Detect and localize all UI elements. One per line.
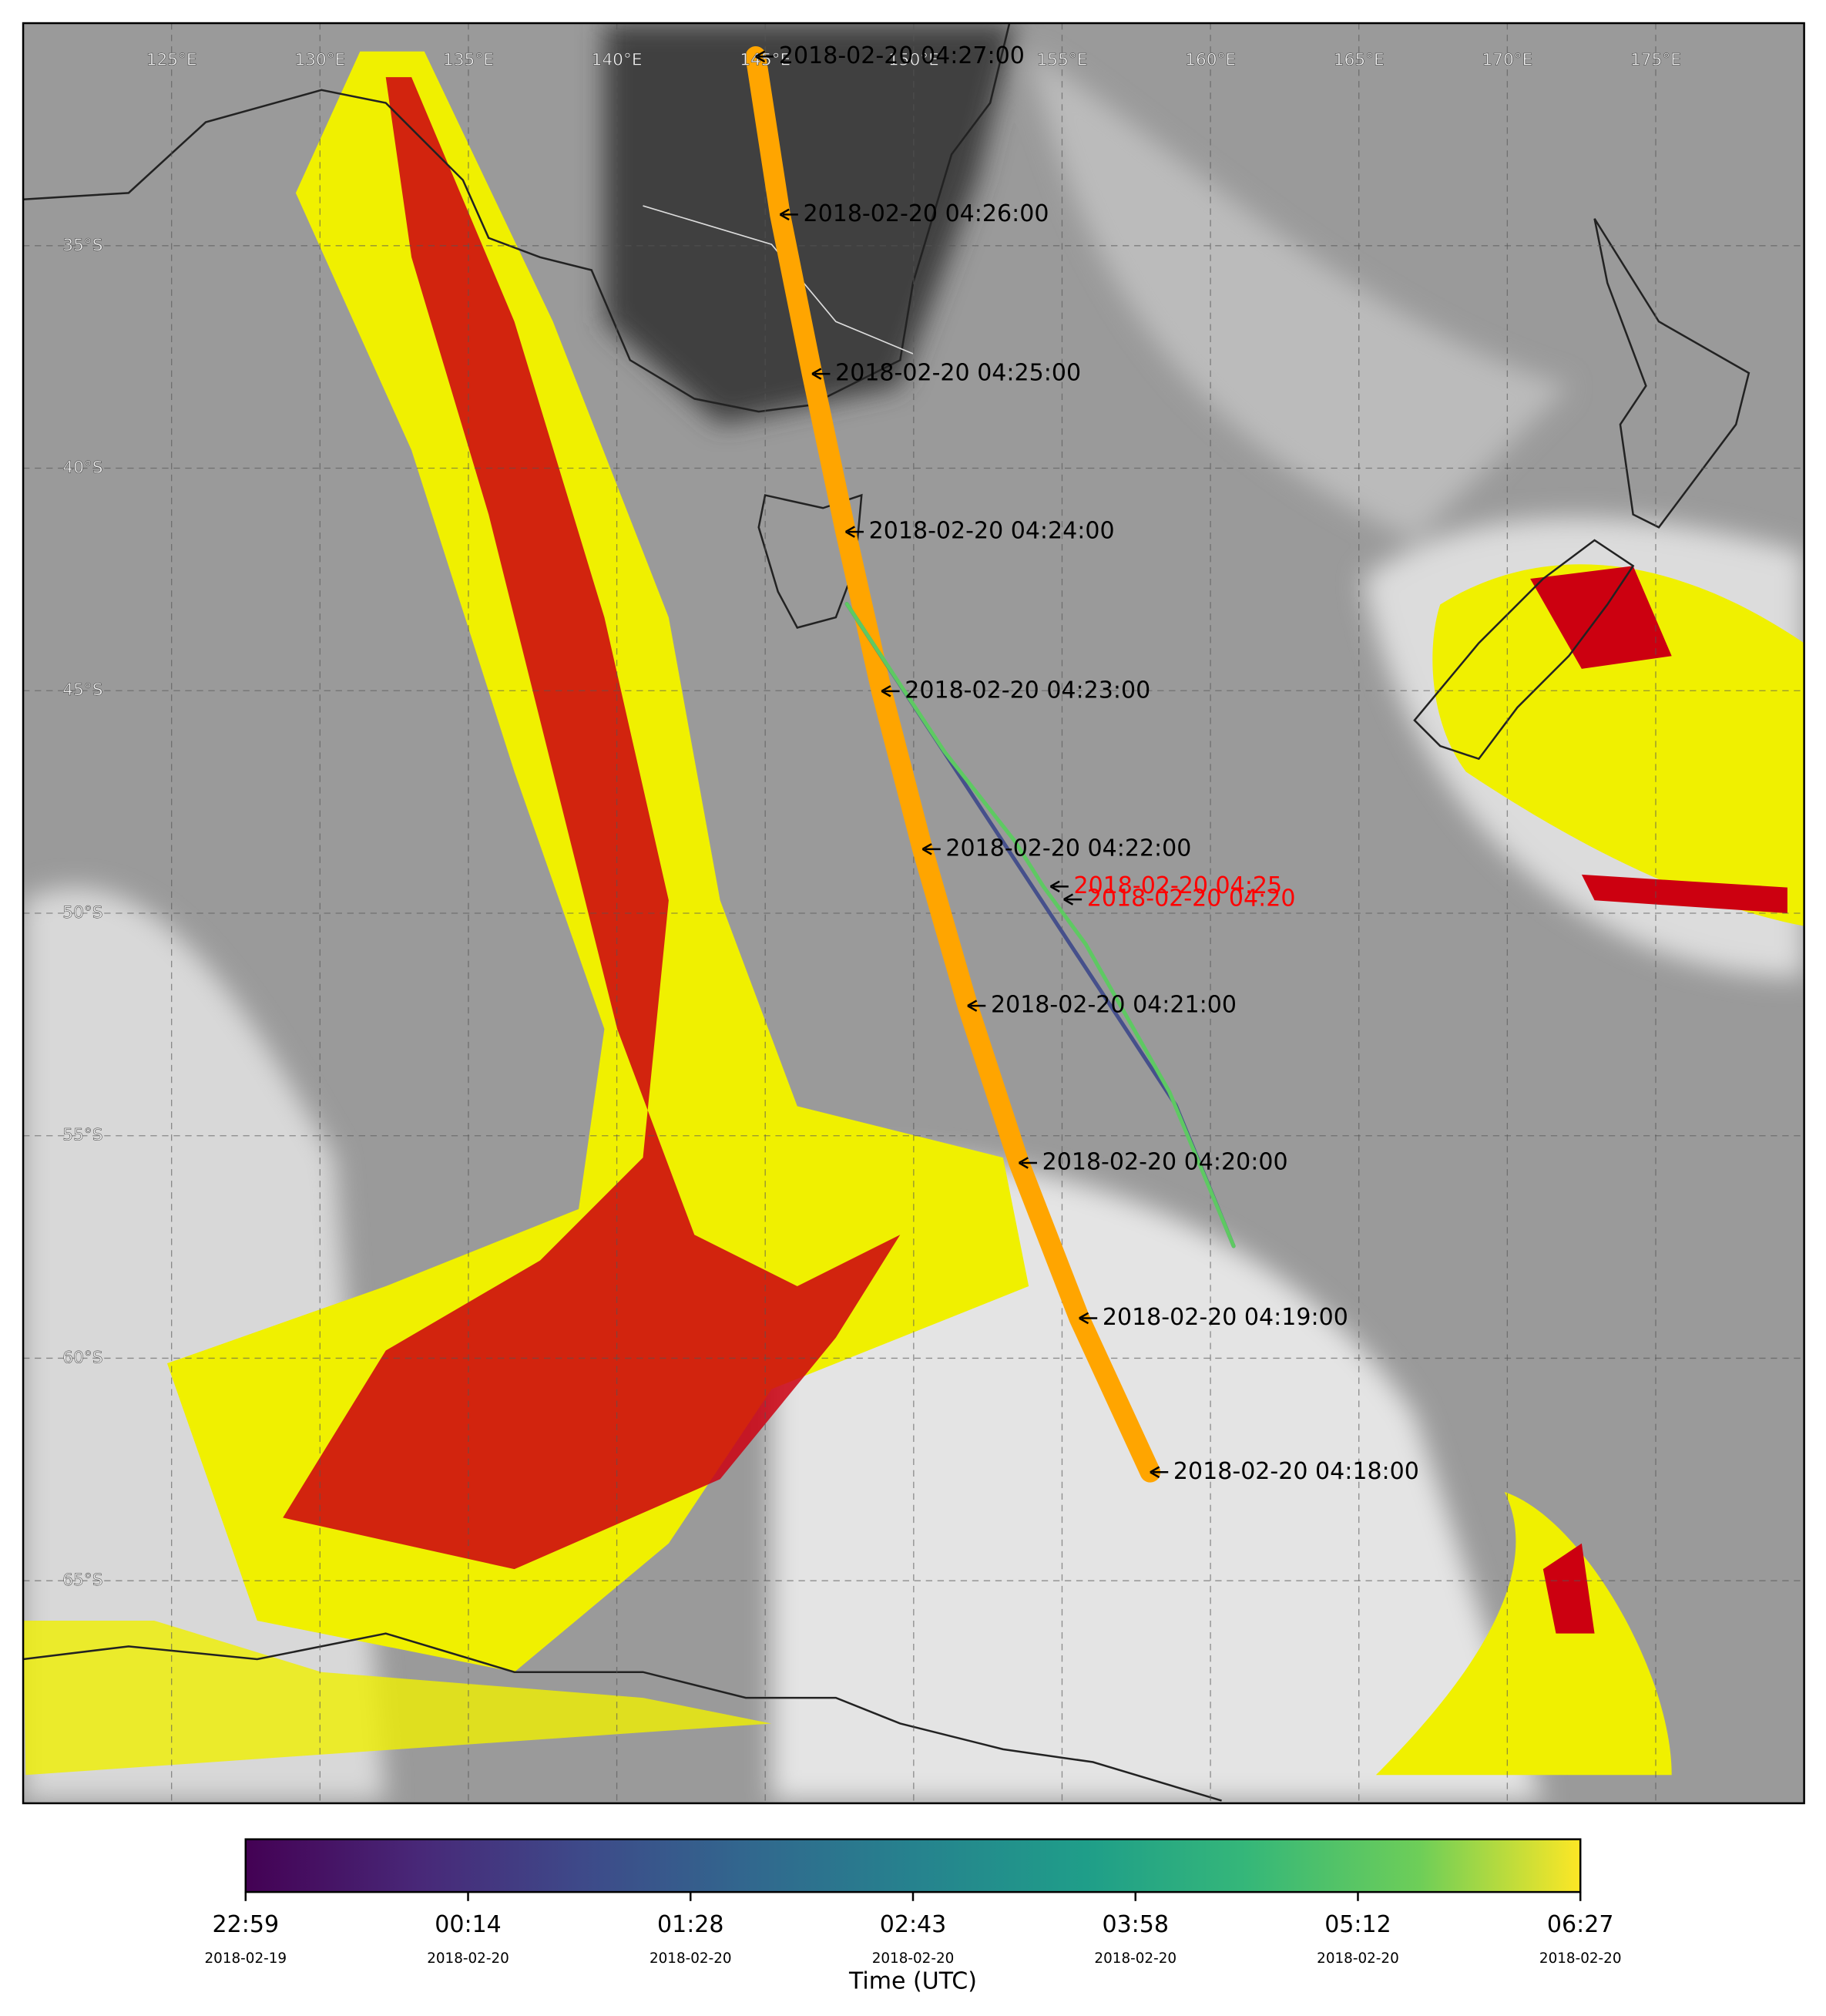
x-tick-label: 135°E [443,50,494,69]
colorbar-label: Time (UTC) [848,1967,977,1994]
y-tick-label: 50°S [62,903,102,922]
labels: 125°E 130°E 135°E 140°E 145°E 150°E 155°E 160°E… [62,42,1681,1591]
colorbar-date: 2018-02-20 [1094,1950,1176,1967]
x-tick-label: 165°E [1334,50,1385,69]
y-tick-label: 40°S [62,459,102,478]
track-time-label: 2018-02-20 04:19:00 [1103,1304,1348,1331]
track-time-label: 2018-02-20 04:22:00 [945,835,1191,862]
track-time-label: 2018-02-20 04:23:00 [905,677,1150,704]
annotation: 2018-02-20 04:25 [1073,872,1282,899]
label-arrow [1018,1157,1029,1169]
label-arrow [1150,1466,1160,1479]
x-tick-label: 175°E [1630,50,1681,69]
x-tick-label: 130°E [294,50,345,69]
label-arrow [1079,1312,1089,1325]
y-tick-label: 55°S [62,1126,102,1145]
annotation: 2018-02-20 04:20 [1087,885,1296,912]
label-arrow [779,208,790,221]
colorbar-date: 2018-02-20 [1317,1950,1399,1967]
annotation-arrow [1063,893,1074,906]
track-time-label: 2018-02-20 04:27:00 [779,42,1025,69]
label-arrow [755,50,766,63]
label-arrow [844,526,855,538]
colorbar-time: 03:58 [1102,1911,1169,1938]
annotation-arrow [1049,880,1060,893]
colorbar-date: 2018-02-20 [872,1950,955,1967]
x-tick-label: 150°E [888,50,939,69]
track-time-label: 2018-02-20 04:18:00 [1173,1458,1419,1485]
y-tick-label: 60°S [62,1348,102,1367]
colorbar-time: 02:43 [880,1911,947,1938]
track-time-label: 2018-02-20 04:20:00 [1042,1148,1288,1175]
colorbar [244,1838,1582,1893]
colorbar-date: 2018-02-20 [1539,1950,1622,1967]
label-arrow [921,843,932,855]
x-tick-label: 170°E [1482,50,1532,69]
map-frame [22,22,1805,1805]
x-tick-label: 145°E [740,50,790,69]
y-tick-label: 35°S [62,236,102,255]
colorbar-time: 05:12 [1324,1911,1391,1938]
colorbar-time: 00:14 [435,1911,502,1938]
colorbar-date: 2018-02-20 [427,1950,509,1967]
label-arrow [967,1000,978,1012]
x-tick-label: 155°E [1036,50,1087,69]
y-tick-label: 65°S [62,1571,102,1590]
y-tick-label: 45°S [62,680,102,700]
x-tick-label: 160°E [1185,50,1236,69]
track-time-label: 2018-02-20 04:26:00 [804,200,1049,227]
x-tick-label: 125°E [146,50,197,69]
track-time-label: 2018-02-20 04:24:00 [869,518,1115,545]
track [745,46,1161,1483]
x-tick-label: 140°E [592,50,643,69]
label-arrow [811,368,822,380]
colorbar-date: 2018-02-20 [650,1950,732,1967]
track-time-label: 2018-02-20 04:21:00 [991,992,1237,1019]
colorbar-time: 22:59 [213,1911,280,1938]
tracks [745,46,1236,1483]
grid [23,23,1804,1803]
track [844,602,1236,1248]
colorbar-axis: 22:59 2018-02-19 00:14 2018-02-20 01:28 2018-… [204,1892,1622,1967]
label-arrow [881,685,891,697]
colorbar-time: 01:28 [657,1911,724,1938]
colorbar-date: 2018-02-19 [204,1950,287,1967]
track-time-label: 2018-02-20 04:25:00 [835,360,1081,387]
colorbar-time: 06:27 [1547,1911,1614,1938]
